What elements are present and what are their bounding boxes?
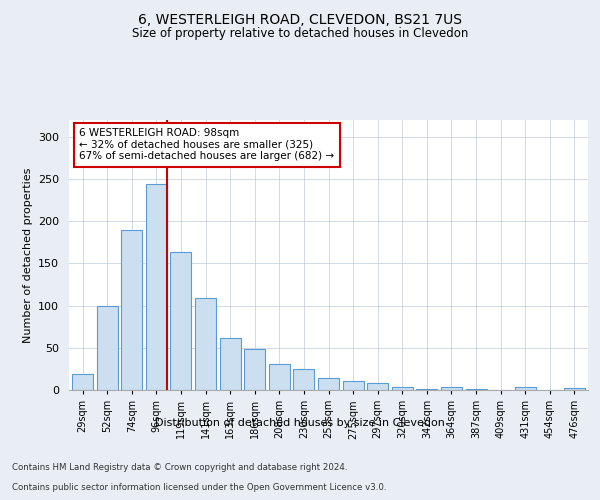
Bar xyxy=(244,348,265,390)
Bar xyxy=(343,380,364,390)
Y-axis label: Number of detached properties: Number of detached properties xyxy=(23,168,32,342)
Bar xyxy=(392,386,413,390)
Bar xyxy=(416,389,437,390)
Text: Distribution of detached houses by size in Clevedon: Distribution of detached houses by size … xyxy=(155,418,445,428)
Bar xyxy=(318,378,339,390)
Text: Contains HM Land Registry data © Crown copyright and database right 2024.: Contains HM Land Registry data © Crown c… xyxy=(12,462,347,471)
Bar xyxy=(121,230,142,390)
Bar xyxy=(220,338,241,390)
Bar xyxy=(170,252,191,390)
Bar xyxy=(97,306,118,390)
Text: 6 WESTERLEIGH ROAD: 98sqm
← 32% of detached houses are smaller (325)
67% of semi: 6 WESTERLEIGH ROAD: 98sqm ← 32% of detac… xyxy=(79,128,335,162)
Bar xyxy=(146,184,167,390)
Bar xyxy=(293,369,314,390)
Text: Size of property relative to detached houses in Clevedon: Size of property relative to detached ho… xyxy=(132,28,468,40)
Bar xyxy=(515,388,536,390)
Text: 6, WESTERLEIGH ROAD, CLEVEDON, BS21 7US: 6, WESTERLEIGH ROAD, CLEVEDON, BS21 7US xyxy=(138,12,462,26)
Bar xyxy=(564,388,585,390)
Bar xyxy=(72,374,93,390)
Bar xyxy=(441,386,462,390)
Bar xyxy=(466,389,487,390)
Bar xyxy=(269,364,290,390)
Bar xyxy=(195,298,216,390)
Bar xyxy=(367,383,388,390)
Text: Contains public sector information licensed under the Open Government Licence v3: Contains public sector information licen… xyxy=(12,482,386,492)
